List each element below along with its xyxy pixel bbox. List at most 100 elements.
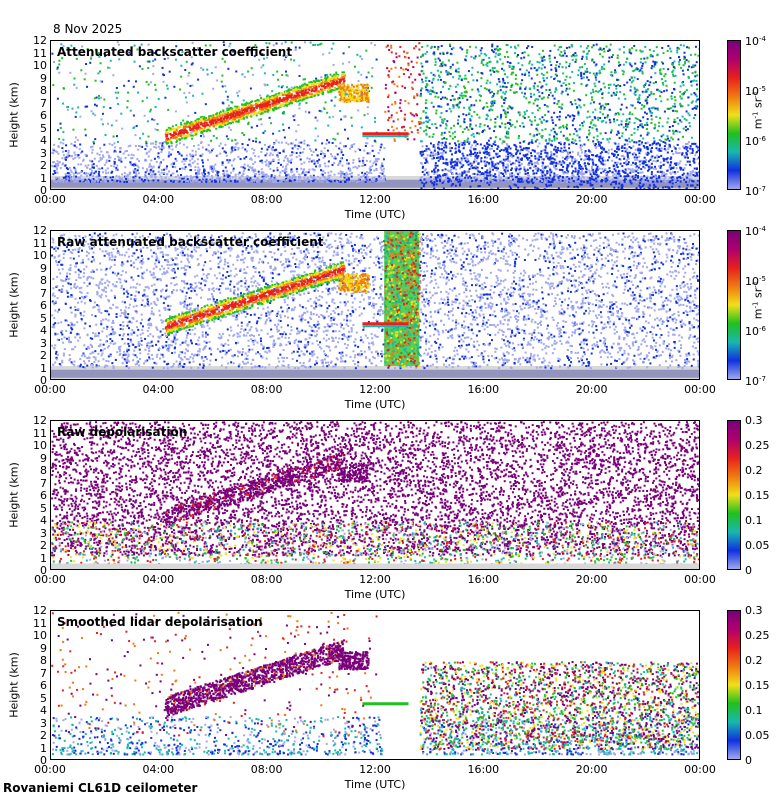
y-tick-label: 3	[23, 148, 47, 159]
panel-raw-attenuated-backscatter: Raw attenuated backscatter coefficient H…	[0, 225, 780, 415]
y-tick-label: 6	[23, 680, 47, 691]
y-tick-label: 2	[23, 160, 47, 171]
y-tick-label: 4	[23, 135, 47, 146]
heatmap-plot-area: Raw depolarisation	[50, 420, 700, 570]
heatmap-field	[51, 231, 699, 379]
panel-title: Raw depolarisation	[57, 425, 187, 439]
y-tick-label: 6	[23, 300, 47, 311]
colorbar-linear	[727, 420, 741, 570]
y-tick-label: 7	[23, 288, 47, 299]
panel-title: Raw attenuated backscatter coefficient	[57, 235, 324, 249]
colorbar-tick: 0.15	[745, 490, 770, 501]
x-tick-label: 00:00	[675, 383, 725, 396]
heatmap-plot-area: Smoothed lidar depolarisation	[50, 610, 700, 760]
y-tick-label: 10	[23, 630, 47, 641]
x-tick-label: 08:00	[242, 193, 292, 206]
y-tick-label: 8	[23, 465, 47, 476]
y-tick-label: 12	[23, 35, 47, 46]
y-tick-label: 1	[23, 743, 47, 754]
panel-title: Attenuated backscatter coefficient	[57, 45, 292, 59]
y-tick-label: 3	[23, 338, 47, 349]
colorbar-tick: 10-7	[745, 184, 766, 197]
colorbar-tick: 0	[745, 755, 752, 766]
y-tick-label: 5	[23, 313, 47, 324]
y-tick-label: 6	[23, 490, 47, 501]
colorbar-linear	[727, 610, 741, 760]
x-tick-label: 00:00	[25, 763, 75, 776]
y-axis-label: Height (km)	[8, 462, 21, 528]
y-tick-label: 11	[23, 238, 47, 249]
y-tick-label: 9	[23, 643, 47, 654]
y-tick-label: 9	[23, 73, 47, 84]
y-axis-label: Height (km)	[8, 652, 21, 718]
heatmap-plot-area: Raw attenuated backscatter coefficient	[50, 230, 700, 380]
y-tick-label: 7	[23, 478, 47, 489]
y-tick-label: 5	[23, 693, 47, 704]
x-tick-label: 04:00	[133, 383, 183, 396]
colorbar-tick: 10-6	[745, 324, 766, 337]
colorbar-tick: 10-5	[745, 84, 766, 97]
y-tick-label: 0	[23, 375, 47, 386]
colorbar-log	[727, 40, 741, 190]
y-tick-label: 8	[23, 85, 47, 96]
colorbar-tick: 0.1	[745, 515, 763, 526]
x-axis-label: Time (UTC)	[325, 588, 425, 601]
y-tick-label: 7	[23, 98, 47, 109]
y-tick-label: 0	[23, 185, 47, 196]
x-tick-label: 00:00	[25, 383, 75, 396]
colorbar-tick: 0	[745, 565, 752, 576]
x-tick-label: 00:00	[675, 573, 725, 586]
heatmap-field	[51, 421, 699, 569]
y-tick-label: 5	[23, 123, 47, 134]
x-tick-label: 04:00	[133, 763, 183, 776]
y-tick-label: 11	[23, 428, 47, 439]
colorbar-tick: 0.05	[745, 540, 770, 551]
y-tick-label: 5	[23, 503, 47, 514]
y-axis-label: Height (km)	[8, 82, 21, 148]
colorbar-tick: 0.25	[745, 440, 770, 451]
panel-attenuated-backscatter: Attenuated backscatter coefficient Heigh…	[0, 35, 780, 225]
x-tick-label: 08:00	[242, 383, 292, 396]
x-axis-label: Time (UTC)	[325, 398, 425, 411]
y-tick-label: 12	[23, 605, 47, 616]
y-tick-label: 12	[23, 415, 47, 426]
heatmap-plot-area: Attenuated backscatter coefficient	[50, 40, 700, 190]
x-tick-label: 20:00	[567, 193, 617, 206]
colorbar-tick: 0.15	[745, 680, 770, 691]
y-tick-label: 2	[23, 730, 47, 741]
y-tick-label: 10	[23, 250, 47, 261]
heatmap-field	[51, 611, 699, 759]
y-tick-label: 9	[23, 263, 47, 274]
x-tick-label: 16:00	[458, 193, 508, 206]
y-tick-label: 3	[23, 718, 47, 729]
x-tick-label: 08:00	[242, 573, 292, 586]
colorbar-tick: 10-4	[745, 34, 766, 47]
y-tick-label: 0	[23, 755, 47, 766]
y-tick-label: 8	[23, 655, 47, 666]
station-label: Rovaniemi CL61D ceilometer	[3, 781, 197, 795]
x-tick-label: 16:00	[458, 573, 508, 586]
colorbar-tick: 0.3	[745, 605, 763, 616]
colorbar-tick: 0.1	[745, 705, 763, 716]
x-tick-label: 20:00	[567, 573, 617, 586]
y-tick-label: 1	[23, 363, 47, 374]
y-tick-label: 12	[23, 225, 47, 236]
x-tick-label: 00:00	[25, 193, 75, 206]
colorbar-tick: 0.3	[745, 415, 763, 426]
x-tick-label: 00:00	[675, 763, 725, 776]
x-tick-label: 08:00	[242, 763, 292, 776]
x-tick-label: 12:00	[350, 193, 400, 206]
y-tick-label: 8	[23, 275, 47, 286]
date-label: 8 Nov 2025	[53, 22, 122, 36]
colorbar-tick: 10-5	[745, 274, 766, 287]
x-axis-label: Time (UTC)	[325, 208, 425, 221]
colorbar-tick: 0.2	[745, 655, 763, 666]
y-tick-label: 10	[23, 440, 47, 451]
x-tick-label: 12:00	[350, 763, 400, 776]
colorbar-tick: 10-4	[745, 224, 766, 237]
x-tick-label: 20:00	[567, 763, 617, 776]
x-axis-label: Time (UTC)	[325, 778, 425, 791]
x-tick-label: 16:00	[458, 763, 508, 776]
y-tick-label: 1	[23, 553, 47, 564]
panel-title: Smoothed lidar depolarisation	[57, 615, 263, 629]
